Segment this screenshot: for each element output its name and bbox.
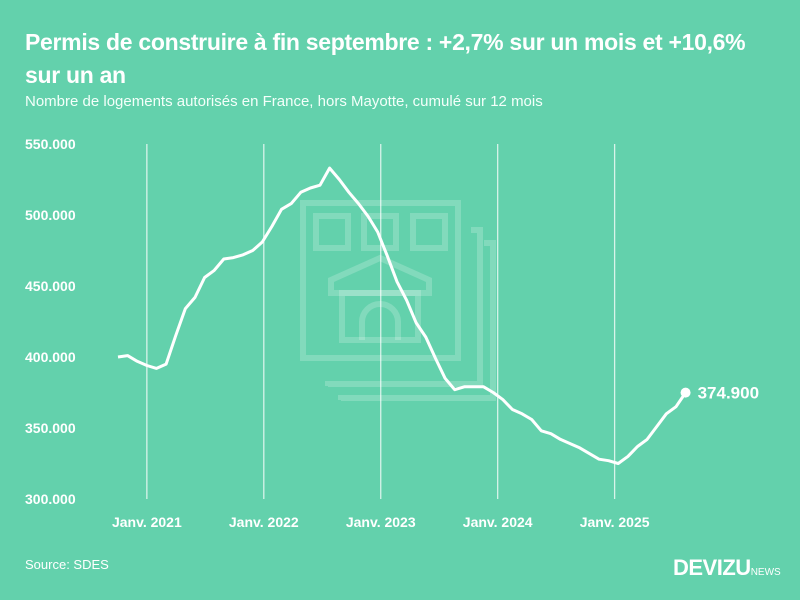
chart-subtitle: Nombre de logements autorisés en France,… xyxy=(25,93,543,110)
source-note: Source: SDES xyxy=(25,557,109,572)
x-tick-label: Janv. 2024 xyxy=(463,514,533,530)
y-tick-label: 450.000 xyxy=(25,278,76,294)
y-tick-label: 300.000 xyxy=(25,491,76,507)
logo-suffix: NEWS xyxy=(750,567,781,578)
devizu-logo: DEVIZUNEWS xyxy=(673,555,781,581)
series-line xyxy=(117,166,687,465)
logo-main: DEVIZU xyxy=(673,555,751,580)
y-tick-label: 350.000 xyxy=(25,420,76,436)
x-tick-label: Janv. 2022 xyxy=(229,514,299,530)
x-tick-label: Janv. 2023 xyxy=(346,514,416,530)
y-tick-label: 400.000 xyxy=(25,349,76,365)
chart-title: Permis de construire à fin septembre : +… xyxy=(25,29,746,88)
y-tick-label: 550.000 xyxy=(25,136,76,152)
x-tick-label: Janv. 2021 xyxy=(112,514,182,530)
end-point-marker xyxy=(680,387,691,398)
x-tick-label: Janv. 2025 xyxy=(580,514,650,530)
end-value-label: 374.900 xyxy=(698,384,759,403)
y-tick-label: 500.000 xyxy=(25,207,76,223)
building-watermark-icon xyxy=(300,200,496,401)
